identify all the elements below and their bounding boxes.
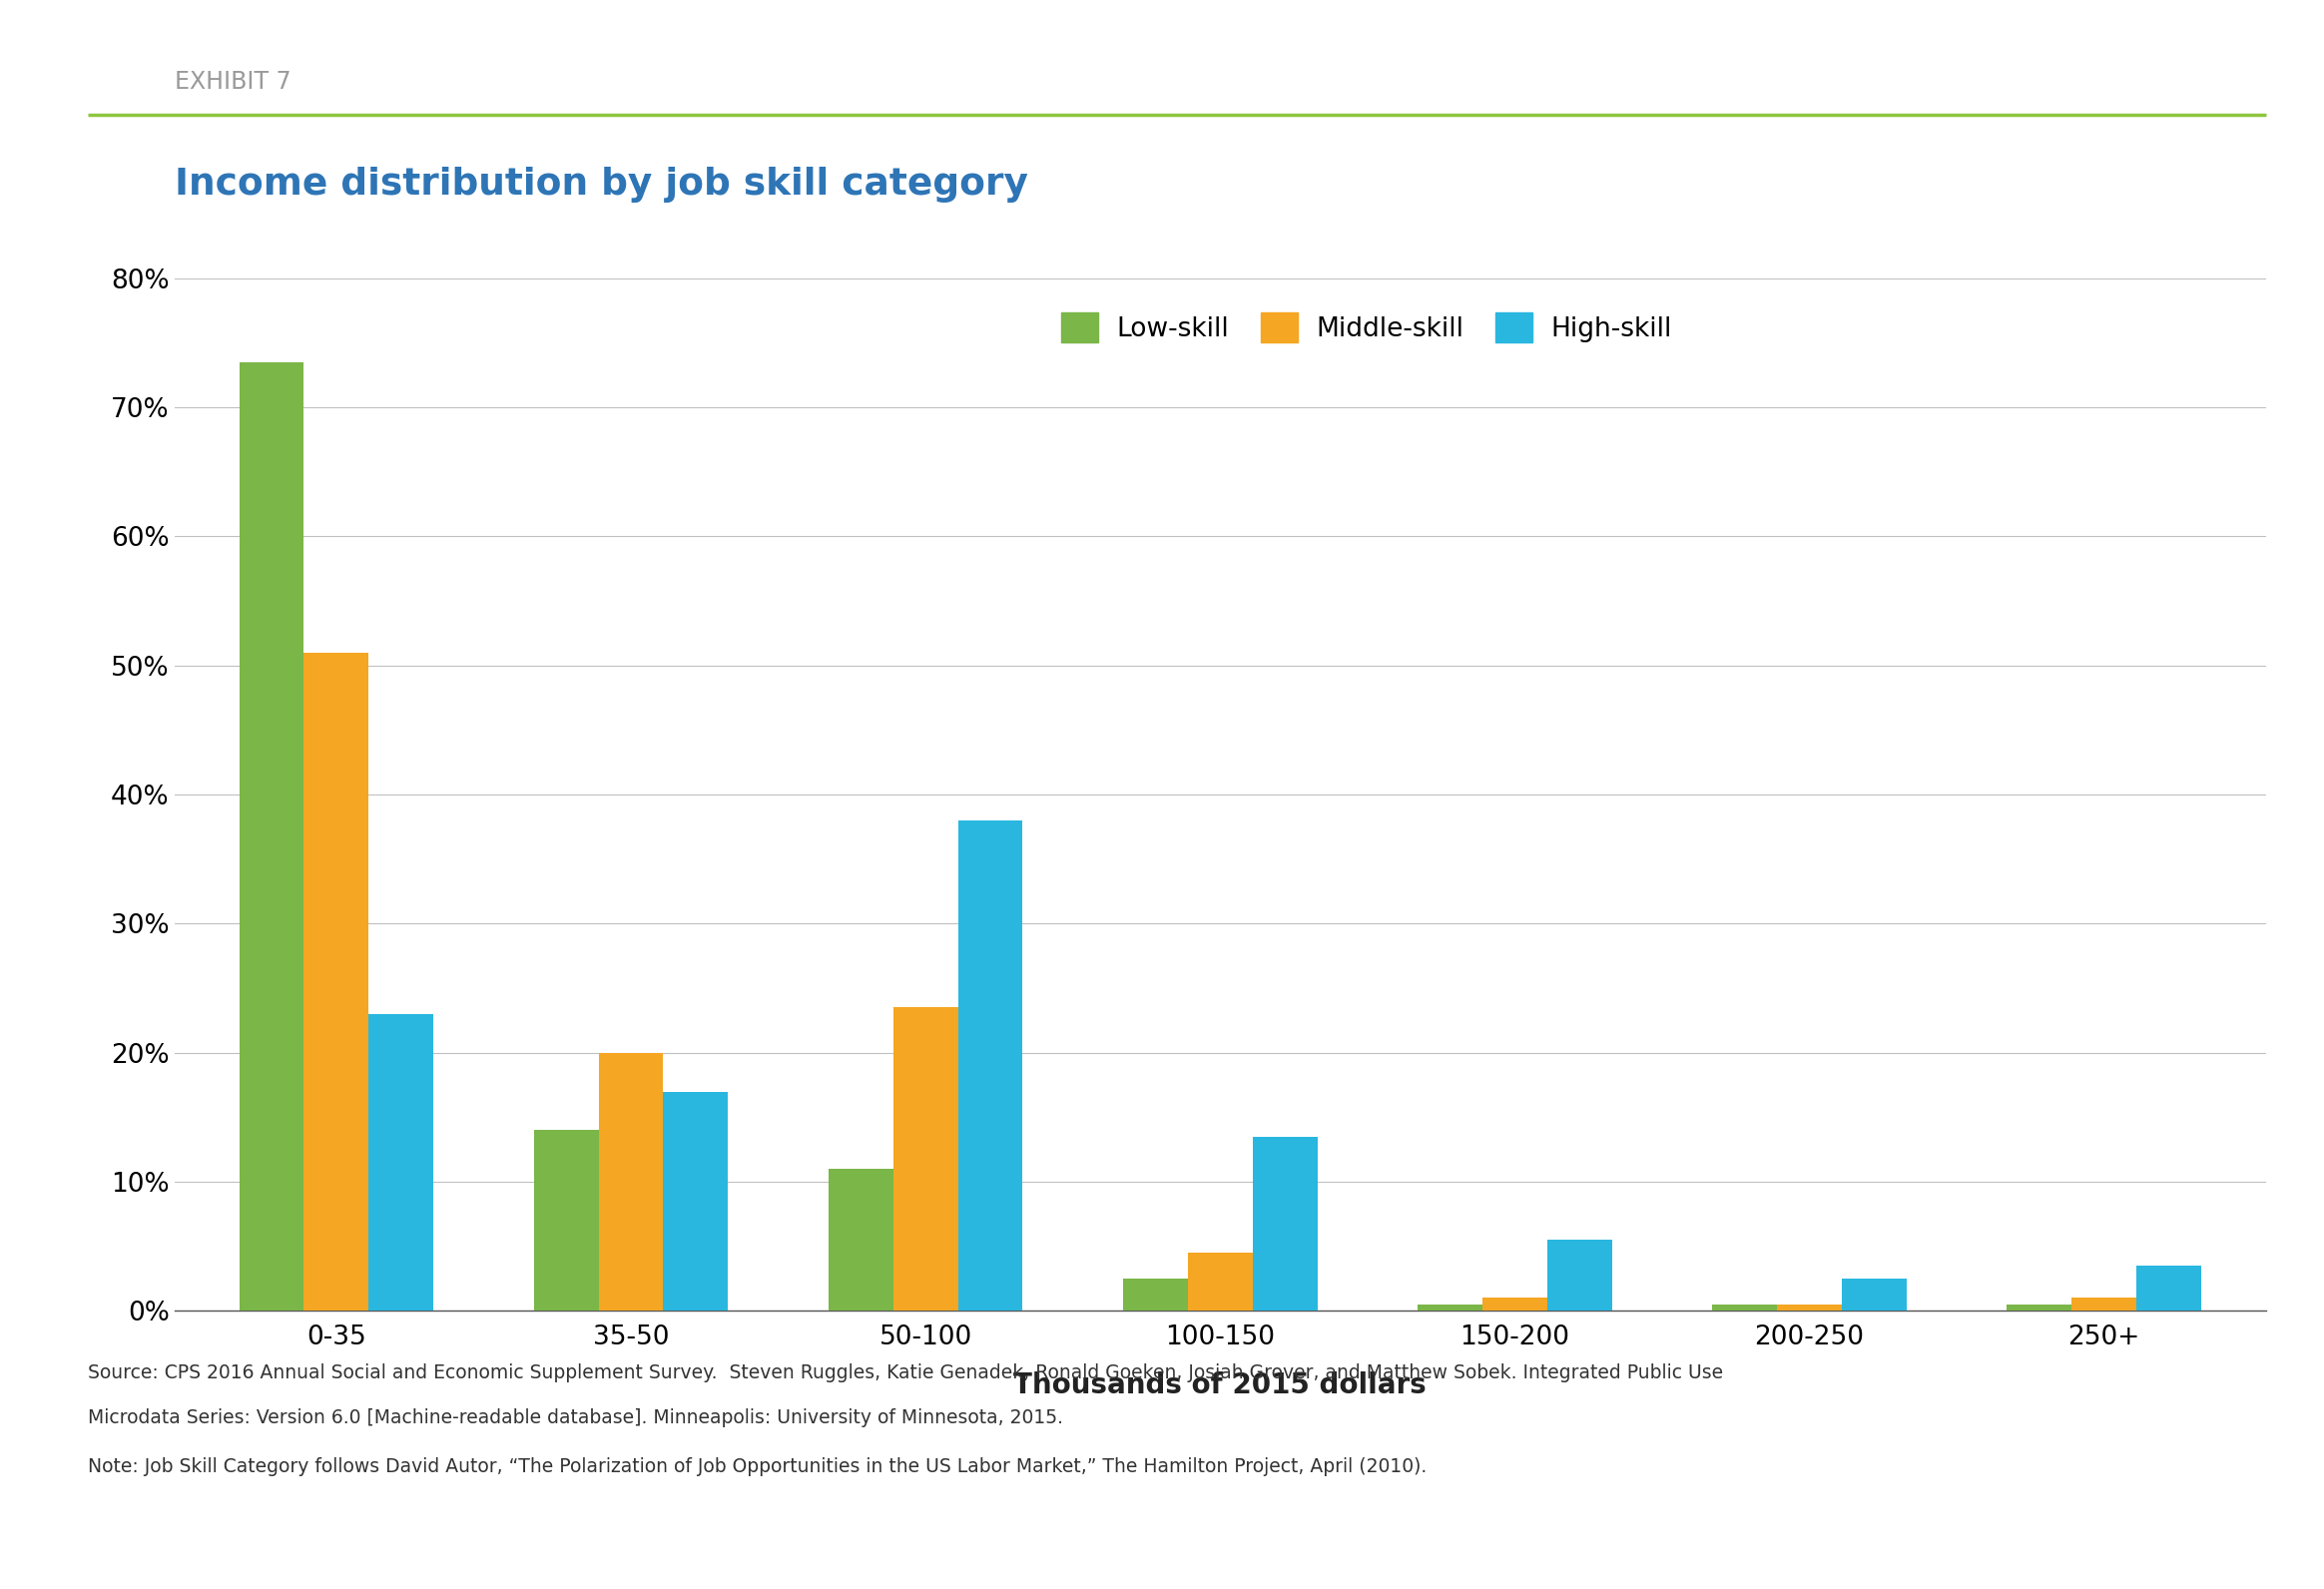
Bar <box>1548 1239 1613 1311</box>
Bar <box>1253 1136 1318 1311</box>
Bar <box>1778 1305 1841 1311</box>
Bar <box>662 1092 727 1311</box>
Bar <box>1188 1252 1253 1311</box>
X-axis label: Thousands of 2015 dollars: Thousands of 2015 dollars <box>1013 1371 1427 1400</box>
Bar <box>2006 1305 2071 1311</box>
Text: Note: Job Skill Category follows David Autor, “The Polarization of Job Opportuni: Note: Job Skill Category follows David A… <box>88 1457 1427 1476</box>
Bar <box>535 1130 600 1311</box>
Bar <box>827 1170 892 1311</box>
Bar <box>304 653 370 1311</box>
Text: Source: CPS 2016 Annual Social and Economic Supplement Survey.  Steven Ruggles, : Source: CPS 2016 Annual Social and Econo… <box>88 1363 1724 1382</box>
Bar <box>1841 1279 1906 1311</box>
Bar <box>1713 1305 1778 1311</box>
Bar <box>2071 1298 2136 1311</box>
Bar <box>1483 1298 1548 1311</box>
Text: EXHIBIT 7: EXHIBIT 7 <box>174 70 290 94</box>
Text: Income distribution by job skill category: Income distribution by job skill categor… <box>174 167 1027 203</box>
Bar <box>239 362 304 1311</box>
Bar <box>600 1054 662 1311</box>
Legend: Low-skill, Middle-skill, High-skill: Low-skill, Middle-skill, High-skill <box>1050 302 1683 353</box>
Bar <box>370 1014 435 1311</box>
Bar <box>2136 1266 2201 1311</box>
Bar <box>892 1007 957 1311</box>
Text: Microdata Series: Version 6.0 [Machine-readable database]. Minneapolis: Universi: Microdata Series: Version 6.0 [Machine-r… <box>88 1408 1064 1427</box>
Bar <box>1122 1279 1188 1311</box>
Bar <box>1418 1305 1483 1311</box>
Bar <box>957 820 1023 1311</box>
